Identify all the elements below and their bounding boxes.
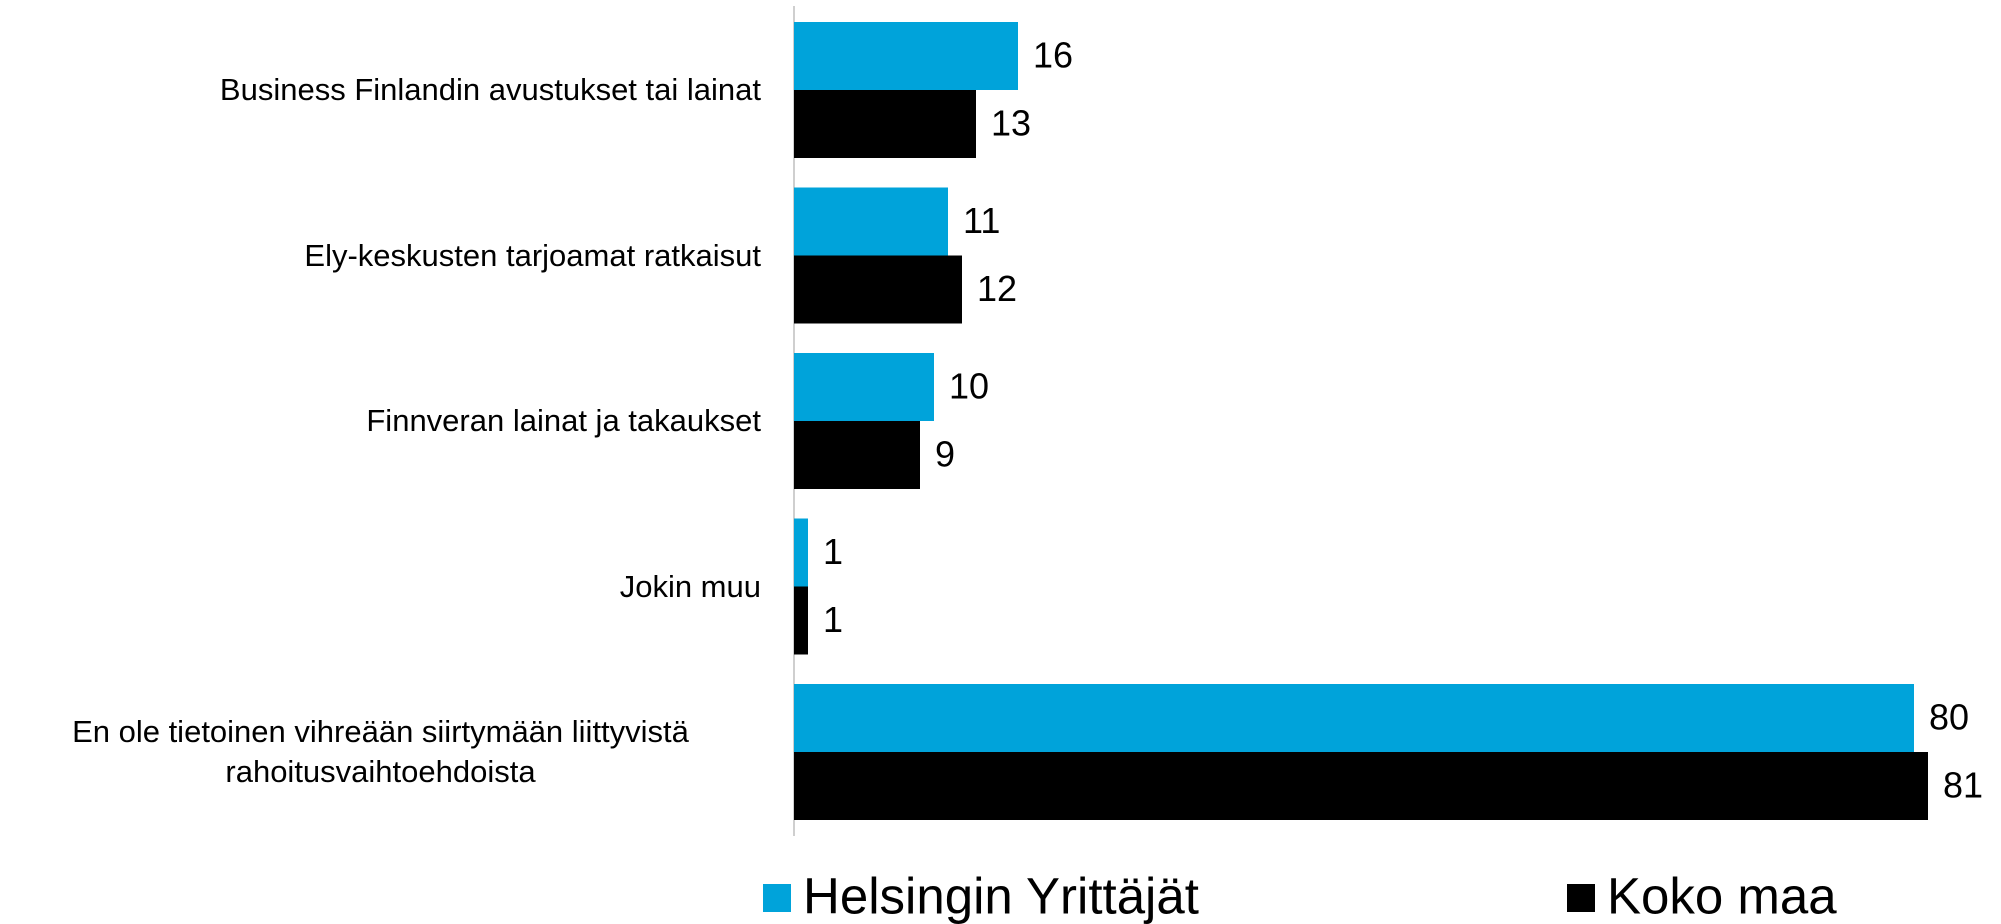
value-label: 80 — [1929, 697, 1969, 738]
bar — [794, 684, 1914, 752]
legend-label: Helsingin Yrittäjät — [803, 867, 1199, 924]
value-label: 12 — [977, 268, 1017, 309]
category-label: Finnveran lainat ja takaukset — [366, 403, 761, 438]
value-label: 81 — [1943, 765, 1983, 806]
category-label: Jokin muu — [619, 568, 761, 604]
value-label: 10 — [949, 366, 989, 407]
value-label: 1 — [823, 599, 843, 640]
bar — [794, 353, 934, 421]
value-label: 16 — [1033, 35, 1073, 76]
bar — [794, 518, 808, 587]
bar — [794, 752, 1928, 820]
bar — [794, 421, 920, 489]
category-label: En ole tietoinen vihreään siirtymään lii… — [72, 714, 689, 789]
value-label: 13 — [991, 103, 1031, 144]
legend-swatch — [1567, 884, 1595, 912]
bar — [794, 586, 808, 655]
legend-label: Koko maa — [1607, 867, 1837, 924]
legend-swatch — [763, 884, 791, 912]
value-label: 9 — [935, 434, 955, 475]
value-label: 11 — [963, 200, 1000, 241]
bar — [794, 22, 1018, 90]
bar — [794, 90, 976, 158]
value-label: 1 — [823, 531, 843, 572]
category-label: Business Finlandin avustukset tai lainat — [219, 72, 761, 107]
category-label: Ely-keskusten tarjoamat ratkaisut — [304, 237, 761, 273]
bar — [794, 255, 962, 324]
bar — [794, 187, 948, 256]
